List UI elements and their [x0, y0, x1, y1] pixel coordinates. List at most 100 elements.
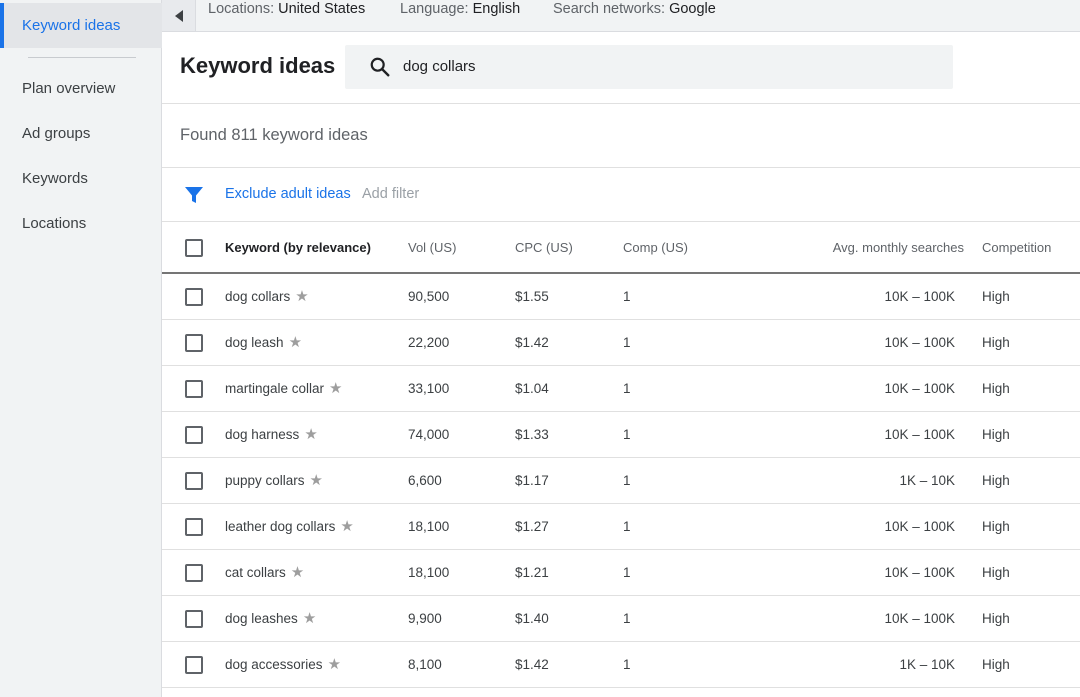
search-networks-setting[interactable]: Search networks: Google — [553, 0, 716, 18]
keyword-cell: dog leash ★ — [225, 333, 303, 351]
cpc-cell: $1.04 — [515, 381, 549, 396]
comp-cell: 1 — [623, 565, 631, 580]
competition-cell: High — [982, 611, 1010, 626]
sidebar-item-keywords[interactable]: Keywords — [0, 156, 162, 201]
sidebar-item-label: Plan overview — [22, 80, 116, 97]
column-header-keyword[interactable]: Keyword (by relevance) — [225, 240, 371, 255]
star-icon[interactable]: ★ — [304, 425, 318, 443]
table-row: dog accessories ★ 8,100 $1.42 1 1K – 10K High — [162, 642, 1080, 688]
vol-cell: 90,500 — [408, 289, 450, 304]
language-label: Language: — [400, 1, 469, 17]
sidebar-item-keyword-ideas[interactable]: Keyword ideas — [0, 3, 162, 48]
language-setting[interactable]: Language: English — [400, 0, 520, 18]
table-row: leather dog collars ★ 18,100 $1.27 1 10K – 10… — [162, 504, 1080, 550]
page-title: Keyword ideas — [180, 53, 336, 78]
keyword-cell: leather dog collars ★ — [225, 517, 354, 535]
row-checkbox[interactable] — [185, 610, 203, 628]
sidebar-item-label: Ad groups — [22, 125, 91, 142]
star-icon[interactable]: ★ — [327, 655, 342, 673]
page-header: Keyword ideas dog collars — [162, 32, 1080, 104]
avg-monthly-searches-cell: 10K – 100K — [884, 611, 955, 626]
table-row: dog collars ★ 90,500 $1.55 1 10K – 100K High — [162, 274, 1080, 320]
avg-monthly-searches-cell: 10K – 100K — [884, 519, 955, 534]
keyword-search-input[interactable]: dog collars — [345, 45, 953, 89]
competition-cell: High — [982, 335, 1010, 350]
star-icon[interactable]: ★ — [302, 609, 317, 627]
keyword-cell: dog leashes ★ — [225, 609, 317, 627]
avg-monthly-searches-cell: 10K – 100K — [884, 335, 955, 350]
sidebar-item-label: Keywords — [22, 170, 88, 187]
keyword-text: dog accessories — [225, 657, 323, 672]
sidebar-divider — [28, 57, 136, 58]
star-icon[interactable]: ★ — [290, 563, 305, 581]
vol-cell: 22,200 — [408, 335, 450, 350]
results-count-text: Found 811 keyword ideas — [180, 126, 368, 144]
keyword-cell: martingale collar ★ — [225, 379, 343, 397]
select-all-checkbox[interactable] — [185, 239, 203, 257]
results-summary: Found 811 keyword ideas — [162, 104, 1080, 168]
column-header-cpc[interactable]: CPC (US) — [515, 240, 573, 255]
row-checkbox[interactable] — [185, 472, 203, 490]
avg-monthly-searches-cell: 1K – 10K — [899, 473, 955, 488]
competition-cell: High — [982, 657, 1010, 672]
vol-cell: 9,900 — [408, 611, 442, 626]
cpc-cell: $1.42 — [515, 657, 549, 672]
star-icon[interactable]: ★ — [340, 517, 354, 535]
cpc-cell: $1.55 — [515, 289, 549, 304]
add-filter-button[interactable]: Add filter — [362, 186, 420, 202]
sidebar-item-label: Keyword ideas — [22, 17, 121, 34]
filter-bar: Exclude adult ideas Add filter — [162, 168, 1080, 222]
keyword-text: cat collars — [225, 565, 286, 580]
comp-cell: 1 — [623, 657, 631, 672]
locations-label: Locations: — [208, 1, 275, 17]
star-icon[interactable]: ★ — [295, 287, 309, 305]
networks-value: Google — [669, 1, 716, 17]
filter-icon[interactable] — [184, 185, 204, 205]
locations-setting[interactable]: Locations: United States — [208, 0, 365, 18]
sidebar-item-plan-overview[interactable]: Plan overview — [0, 66, 162, 111]
column-header-avg-monthly-searches[interactable]: Avg. monthly searches — [832, 240, 964, 255]
avg-monthly-searches-cell: 10K – 100K — [884, 381, 955, 396]
row-checkbox[interactable] — [185, 656, 203, 674]
column-header-vol[interactable]: Vol (US) — [408, 240, 457, 255]
collapse-sidebar-button[interactable] — [162, 0, 196, 31]
column-header-competition[interactable]: Competition — [982, 240, 1052, 255]
cpc-cell: $1.27 — [515, 519, 549, 534]
comp-cell: 1 — [623, 381, 631, 396]
cpc-cell: $1.21 — [515, 565, 549, 580]
keyword-ideas-table: Keyword (by relevance) Vol (US) CPC (US)… — [162, 222, 1080, 688]
vol-cell: 18,100 — [408, 519, 450, 534]
row-checkbox[interactable] — [185, 288, 203, 306]
star-icon[interactable]: ★ — [288, 333, 303, 351]
star-icon[interactable]: ★ — [329, 379, 343, 397]
exclude-adult-ideas-filter[interactable]: Exclude adult ideas — [225, 186, 351, 202]
avg-monthly-searches-cell: 10K – 100K — [884, 289, 955, 304]
keyword-cell: cat collars ★ — [225, 563, 305, 581]
sidebar-item-ad-groups[interactable]: Ad groups — [0, 111, 162, 156]
vol-cell: 8,100 — [408, 657, 442, 672]
avg-monthly-searches-cell: 10K – 100K — [884, 427, 955, 442]
cpc-cell: $1.42 — [515, 335, 549, 350]
row-checkbox[interactable] — [185, 518, 203, 536]
column-header-comp[interactable]: Comp (US) — [623, 240, 689, 255]
star-icon[interactable]: ★ — [309, 471, 323, 489]
keyword-text: puppy collars — [225, 473, 305, 488]
vol-cell: 6,600 — [408, 473, 442, 488]
table-body: dog collars ★ 90,500 $1.55 1 10K – 100K High do… — [162, 274, 1080, 688]
row-checkbox[interactable] — [185, 380, 203, 398]
chevron-left-icon — [174, 9, 183, 22]
avg-monthly-searches-cell: 1K – 10K — [899, 657, 955, 672]
cpc-cell: $1.17 — [515, 473, 549, 488]
table-row: dog leash ★ 22,200 $1.42 1 10K – 100K High — [162, 320, 1080, 366]
row-checkbox[interactable] — [185, 334, 203, 352]
keyword-cell: dog collars ★ — [225, 287, 309, 305]
sidebar-item-label: Locations — [22, 215, 87, 232]
table-header-row: Keyword (by relevance) Vol (US) CPC (US)… — [162, 222, 1080, 274]
competition-cell: High — [982, 289, 1010, 304]
row-checkbox[interactable] — [185, 426, 203, 444]
row-checkbox[interactable] — [185, 564, 203, 582]
targeting-bar: Locations: United States Language: Engli… — [162, 0, 1080, 32]
language-value: English — [472, 1, 521, 17]
comp-cell: 1 — [623, 519, 631, 534]
sidebar-item-locations[interactable]: Locations — [0, 201, 162, 246]
